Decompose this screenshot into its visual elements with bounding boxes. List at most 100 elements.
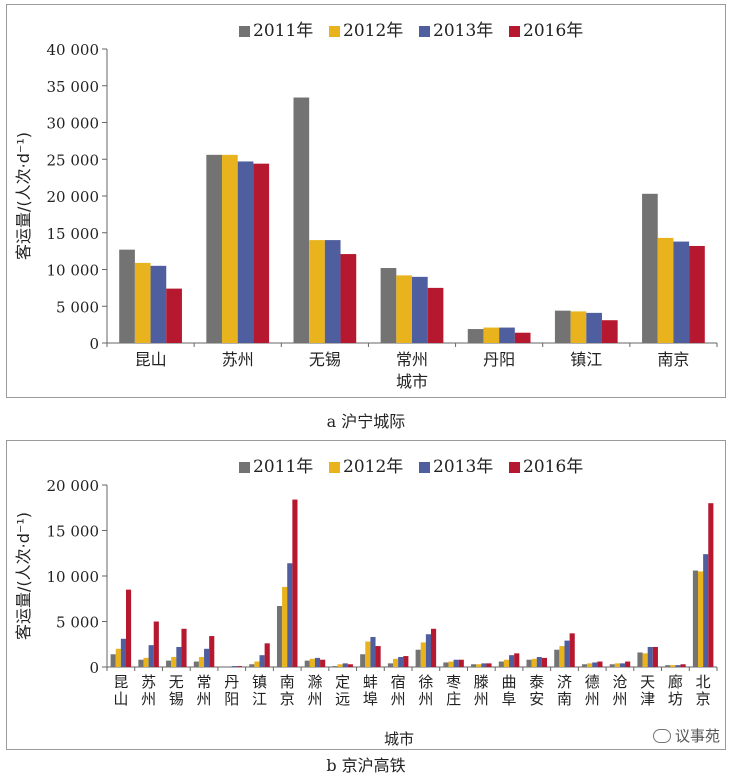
bar [509, 655, 515, 667]
category-label: 阳 [224, 690, 239, 708]
category-label: 滁 [307, 673, 322, 691]
legend-label: 2011年 [253, 457, 313, 477]
category-label: 南京 [657, 350, 689, 369]
bar [166, 660, 172, 667]
category-label: 无锡 [309, 350, 341, 369]
bar [324, 240, 341, 343]
category-label: 镇江 [570, 350, 602, 369]
category-label: 庄 [446, 690, 461, 708]
bar [564, 640, 570, 667]
category-label: 京 [696, 690, 711, 708]
y-tick-label: 15 000 [47, 225, 100, 243]
bar [670, 665, 676, 667]
legend-swatch [419, 26, 430, 37]
bar [642, 193, 658, 343]
y-tick-label: 0 [89, 659, 99, 677]
bar [554, 649, 560, 667]
bar [150, 265, 167, 343]
bar [282, 586, 288, 667]
y-tick-label: 5 000 [56, 298, 99, 316]
category-label: 天 [640, 673, 655, 691]
bar [193, 661, 199, 667]
category-label: 南 [557, 690, 572, 708]
legend-swatch [239, 462, 250, 473]
category-label: 滕 [474, 673, 489, 691]
bar [458, 659, 464, 667]
category-label: 州 [585, 690, 600, 708]
category-label: 津 [640, 690, 655, 708]
category-label: 蚌 [363, 673, 378, 691]
category-label: 坊 [668, 690, 683, 708]
bar [427, 287, 444, 343]
category-label: 廊 [668, 673, 683, 691]
legend-label: 2012年 [343, 21, 403, 41]
bar [483, 327, 500, 343]
chart-panel-a: 0 5 000 10 000 15 000 20 000 25 000 30 000 35 0… [6, 4, 726, 398]
bar [476, 664, 482, 667]
y-tick-label: 0 [89, 335, 99, 353]
category-label: 埠 [363, 690, 378, 708]
bar [448, 661, 454, 667]
category-label: 定 [335, 673, 350, 691]
bar [115, 648, 121, 667]
watermark: 议事苑 [652, 725, 720, 746]
category-label: 宿 [391, 673, 406, 691]
bar [642, 653, 648, 667]
bar [236, 666, 243, 667]
category-label: 丹 [224, 673, 239, 691]
category-label: 州 [391, 690, 406, 708]
y-tick-label: 35 000 [47, 78, 100, 96]
category-label: 苏州 [222, 350, 254, 369]
bar [110, 654, 116, 667]
bar [119, 249, 135, 343]
bar [176, 646, 182, 667]
legend-label: 2016年 [523, 457, 583, 477]
bar [293, 97, 310, 343]
bar [380, 268, 397, 343]
category-label: 常州 [396, 350, 428, 369]
bar [514, 332, 531, 343]
category-label: 丹阳 [483, 350, 515, 369]
bar [138, 659, 144, 667]
bar [657, 237, 674, 343]
watermark-text: 议事苑 [674, 727, 720, 745]
y-tick-label: 40 000 [47, 41, 100, 59]
bar [425, 634, 431, 667]
bar [347, 664, 353, 667]
legend-swatch [329, 462, 340, 473]
bar [559, 646, 565, 667]
bar [692, 570, 699, 667]
chart-panel-b: 0 5 000 10 000 15 000 20 000 客运量/(人次·d⁻¹) 昆山苏州… [6, 440, 726, 750]
bar [264, 643, 270, 667]
bar [514, 653, 520, 667]
bar [587, 663, 593, 667]
category-label: 南 [280, 673, 295, 691]
category-label: 北 [696, 673, 711, 691]
legend-label: 2013年 [433, 21, 493, 41]
bar [198, 656, 205, 667]
bar [153, 621, 159, 667]
bar [570, 311, 587, 343]
bar [360, 654, 366, 667]
category-label: 徐 [418, 673, 433, 691]
bar [647, 646, 653, 667]
chart-a: 0 5 000 10 000 15 000 20 000 25 000 30 000 35 0… [14, 21, 718, 391]
bar [601, 320, 618, 343]
bar [581, 664, 588, 667]
bar [292, 499, 298, 667]
chart-b-caption: b 京沪高铁 [326, 756, 406, 775]
y-tick-label: 10 000 [47, 262, 100, 280]
y-tick-label: 30 000 [47, 115, 100, 133]
y-axis-label: 客运量/(人次·d⁻¹) [14, 512, 33, 640]
bar [486, 663, 492, 667]
bar [340, 254, 357, 343]
bar [471, 664, 477, 667]
bar [673, 241, 690, 343]
bar [675, 665, 681, 667]
chart-a-caption: a 沪宁城际 [326, 412, 406, 431]
legend-swatch [239, 26, 250, 37]
category-label: 州 [612, 690, 627, 708]
bar [320, 659, 326, 667]
bar [609, 664, 615, 667]
y-tick-label: 10 000 [47, 568, 100, 586]
